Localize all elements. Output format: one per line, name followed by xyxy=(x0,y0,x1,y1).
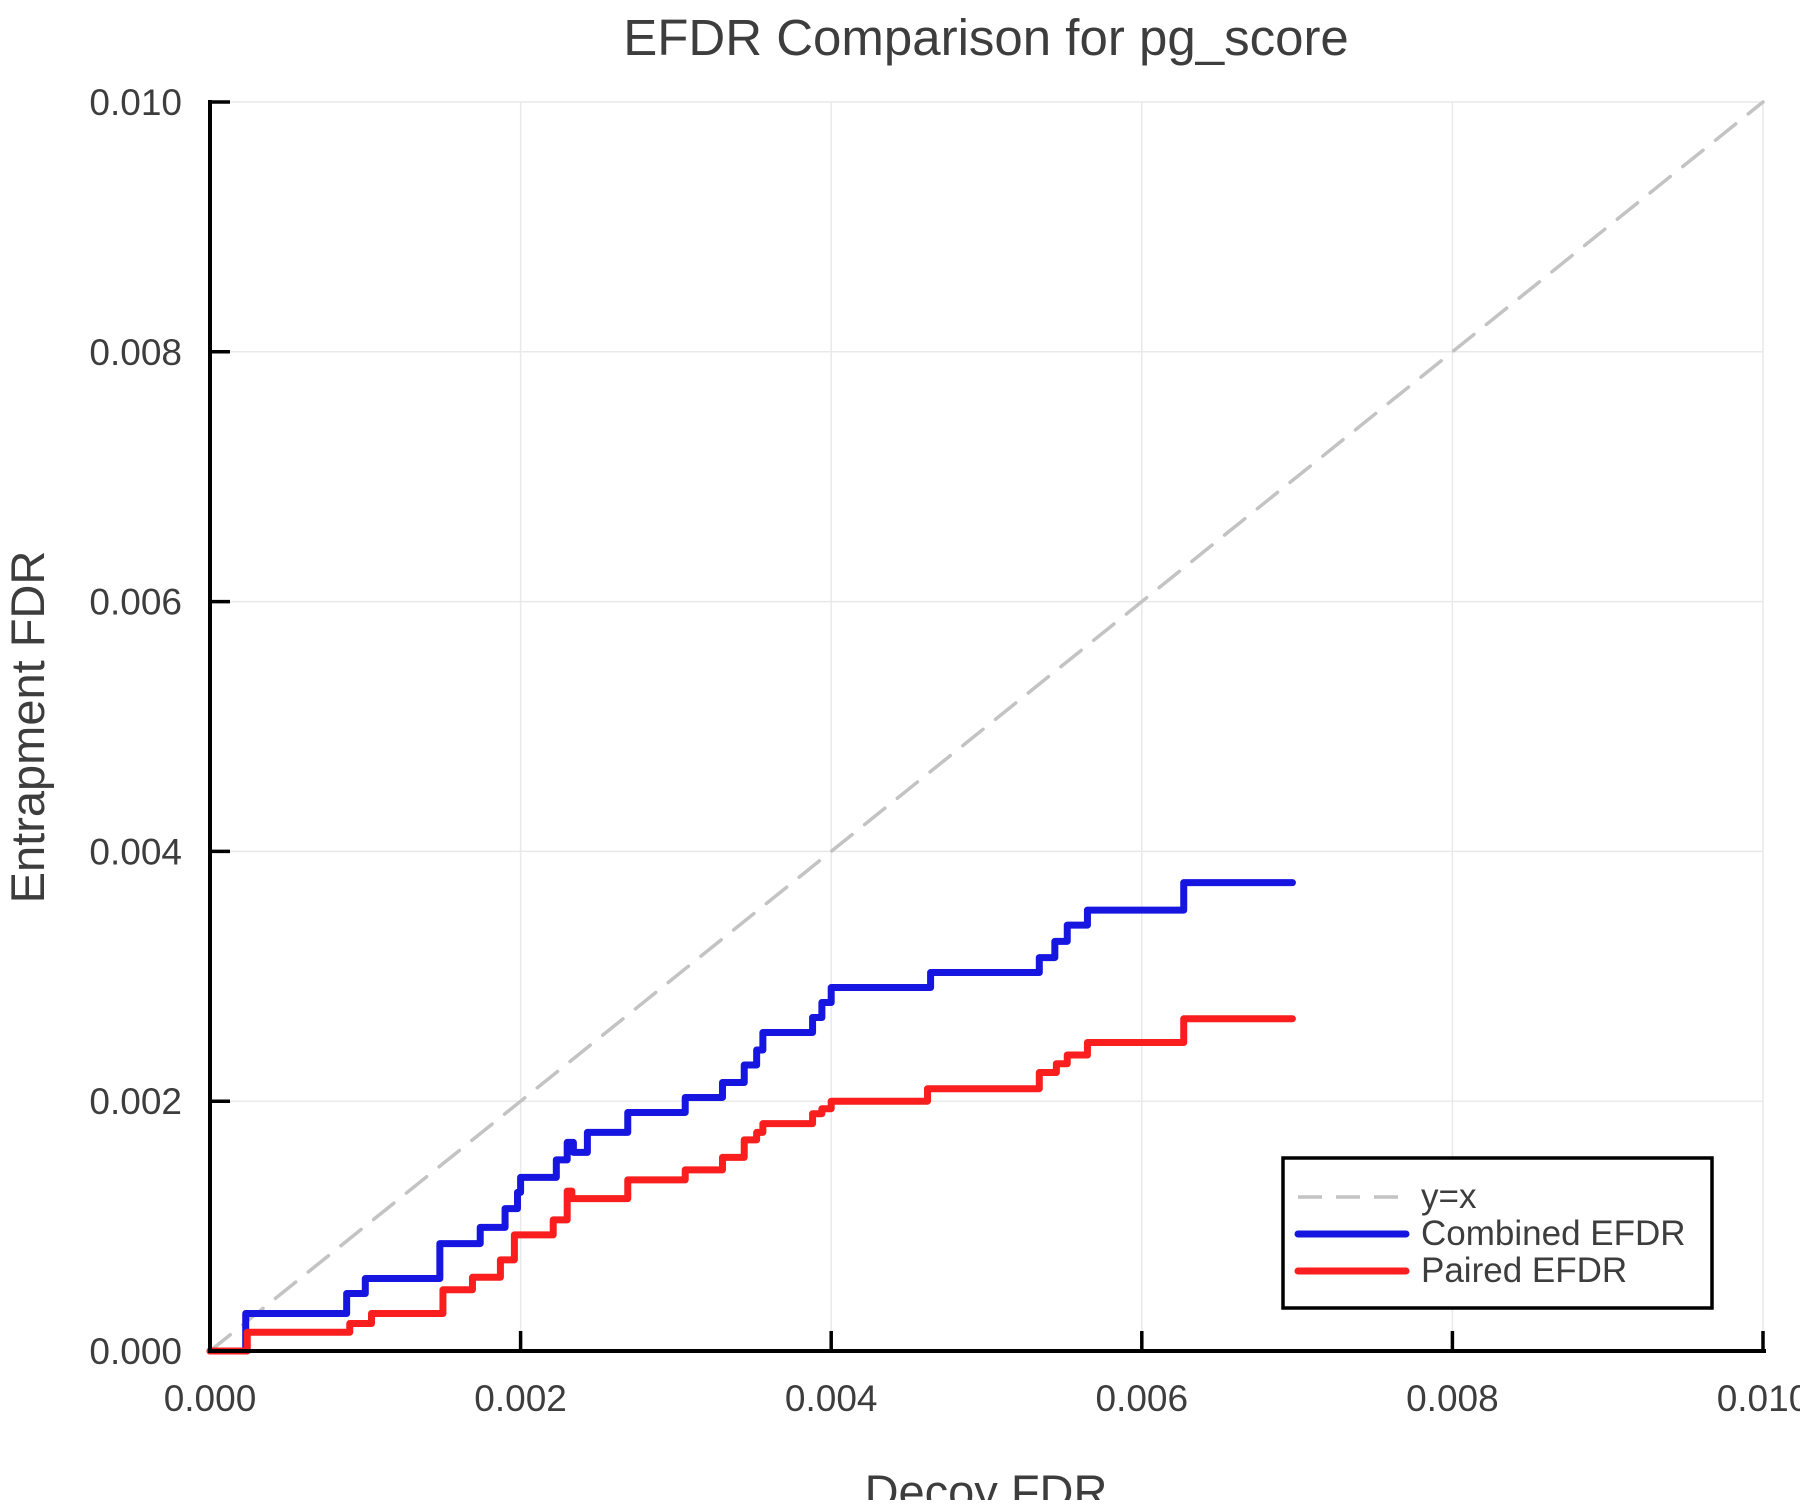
x-axis-label: Decoy FDR xyxy=(865,1465,1108,1500)
x-tick-label: 0.004 xyxy=(785,1378,878,1419)
legend-entry-identity: y=x xyxy=(1298,1177,1477,1216)
axis-ticks xyxy=(208,100,1765,1353)
x-tick-label: 0.008 xyxy=(1406,1378,1499,1419)
plot-series xyxy=(206,100,1765,1355)
legend-entry-combined-efdr: Combined EFDR xyxy=(1294,1214,1686,1253)
chart-title: EFDR Comparison for pg_score xyxy=(623,9,1349,66)
combined-efdr-line xyxy=(206,879,1296,1355)
legend-label-identity: y=x xyxy=(1421,1177,1477,1216)
paired-efdr-line xyxy=(206,1015,1296,1355)
x-tick-label: 0.002 xyxy=(474,1378,567,1419)
x-tick-label: 0.010 xyxy=(1717,1378,1800,1419)
y-tick-label: 0.010 xyxy=(89,82,182,123)
y-tick-label: 0.000 xyxy=(89,1331,182,1372)
y-tick-label: 0.006 xyxy=(89,582,182,623)
legend: y=x Combined EFDR Paired EFDR xyxy=(1281,1156,1714,1310)
y-tick-label: 0.002 xyxy=(89,1081,182,1122)
y-axis-label: Entrapment FDR xyxy=(1,551,54,904)
x-tick-label: 0.000 xyxy=(164,1378,257,1419)
x-tick-label: 0.006 xyxy=(1096,1378,1189,1419)
y-tick-label: 0.008 xyxy=(89,332,182,373)
axis-spines xyxy=(208,100,1766,1353)
legend-label-combined-efdr: Combined EFDR xyxy=(1421,1214,1686,1253)
legend-label-paired-efdr: Paired EFDR xyxy=(1421,1251,1627,1290)
axis-tick-labels: 0.000 0.002 0.004 0.006 0.008 0.010 0.000 0.002… xyxy=(89,82,1800,1419)
y-tick-label: 0.004 xyxy=(89,831,182,872)
identity-line xyxy=(208,100,1765,1353)
legend-entry-paired-efdr: Paired EFDR xyxy=(1294,1251,1627,1290)
